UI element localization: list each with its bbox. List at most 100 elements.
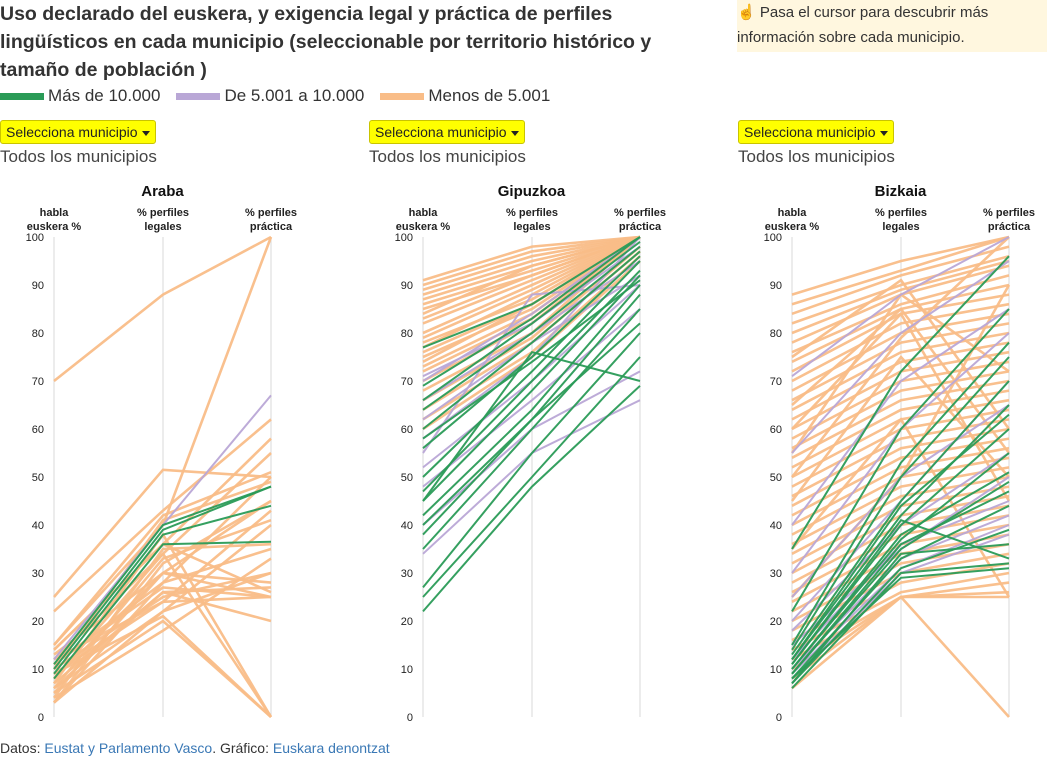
municipio-line-big[interactable]	[422, 279, 641, 440]
municipio-line-small[interactable]	[791, 311, 1011, 502]
municipio-line-big[interactable]	[791, 567, 1010, 680]
municipio-line-small[interactable]	[53, 235, 272, 383]
municipio-line-big[interactable]	[422, 255, 641, 449]
select-municipio-bizkaia-button[interactable]: Selecciona municipio	[738, 120, 894, 144]
municipio-line-small[interactable]	[53, 470, 272, 646]
municipio-line-small[interactable]	[422, 235, 641, 287]
municipio-line-small[interactable]	[791, 475, 1010, 555]
municipio-line-big[interactable]	[53, 540, 272, 680]
municipio-line-big[interactable]	[53, 504, 272, 675]
municipio-line-small[interactable]	[422, 235, 641, 301]
tick-label: 20	[770, 616, 782, 628]
municipio-line-small[interactable]	[53, 571, 272, 694]
municipio-line-big[interactable]	[422, 236, 641, 387]
tick-label: 90	[401, 280, 413, 292]
panel-subtitle-araba: Todos los municipios	[0, 147, 157, 166]
municipio-line-big[interactable]	[422, 260, 641, 478]
legend-item-big: Más de 10.000	[0, 86, 160, 106]
municipio-line-big[interactable]	[791, 404, 1010, 661]
municipio-line-small[interactable]	[53, 418, 272, 613]
axis-header-label: euskera %	[396, 221, 451, 233]
municipio-line-big[interactable]	[422, 351, 641, 502]
municipio-line-small[interactable]	[53, 557, 272, 699]
municipio-line-small[interactable]	[791, 235, 1010, 296]
source-link[interactable]: Eustat y Parlamento Vasco	[44, 740, 213, 756]
municipio-line-small[interactable]	[422, 235, 641, 292]
municipio-line-big[interactable]	[422, 385, 641, 613]
municipio-line-big[interactable]	[422, 284, 641, 517]
municipio-line-small[interactable]	[791, 417, 1011, 598]
municipio-line-big[interactable]	[791, 519, 1010, 665]
axis-header-label: práctica	[619, 221, 662, 233]
municipio-line-big[interactable]	[791, 413, 1010, 660]
axis-header-label: euskera %	[27, 221, 82, 233]
municipio-line-big[interactable]	[791, 255, 1010, 550]
municipio-line-small[interactable]	[422, 235, 641, 325]
municipio-line-med[interactable]	[791, 260, 1010, 454]
municipio-line-big[interactable]	[791, 341, 1010, 646]
hint-text: Pasa el cursor para descubrir más inform…	[737, 4, 989, 46]
municipio-line-big[interactable]	[422, 236, 641, 349]
municipio-line-small[interactable]	[791, 235, 1010, 306]
municipio-line-big[interactable]	[791, 380, 1010, 656]
municipio-line-small[interactable]	[53, 518, 272, 690]
municipio-line-small[interactable]	[791, 595, 1010, 718]
municipio-line-big[interactable]	[53, 485, 272, 665]
axis-header-label: euskera %	[765, 221, 820, 233]
municipio-line-small[interactable]	[791, 379, 1010, 459]
municipio-line-big[interactable]	[422, 322, 641, 536]
select-municipio-label: Selecciona municipio	[744, 124, 876, 140]
municipio-line-big[interactable]	[791, 471, 1010, 670]
municipio-line-small[interactable]	[791, 278, 1011, 430]
municipio-line-small[interactable]	[53, 571, 272, 704]
municipio-line-big[interactable]	[422, 356, 641, 598]
tick-label: 100	[764, 232, 782, 244]
municipio-line-small[interactable]	[422, 235, 641, 282]
municipio-line-small[interactable]	[791, 307, 1011, 454]
municipio-line-small[interactable]	[791, 322, 1010, 402]
municipio-line-med[interactable]	[791, 236, 1010, 378]
chart-gipuzkoa: Gipuzkoa habla euskera % % perfiles legales%…	[395, 183, 666, 724]
municipio-line-small[interactable]	[422, 235, 641, 339]
municipio-line-small[interactable]	[791, 302, 1010, 383]
municipio-line-big[interactable]	[791, 490, 1010, 675]
municipio-line-small[interactable]	[53, 509, 272, 661]
tick-label: 0	[776, 712, 782, 724]
municipio-line-big[interactable]	[791, 562, 1010, 689]
author-link[interactable]: Euskara denontzat	[272, 740, 390, 756]
municipio-line-big[interactable]	[791, 356, 1010, 651]
municipio-line-small[interactable]	[52, 542, 272, 699]
municipio-line-small[interactable]	[422, 235, 641, 320]
municipio-line-big[interactable]	[53, 485, 272, 670]
municipio-line-big[interactable]	[791, 504, 1010, 680]
tick-label: 70	[770, 376, 782, 388]
municipio-line-small[interactable]	[790, 236, 1010, 478]
municipio-line-small[interactable]	[422, 235, 641, 306]
municipio-line-big[interactable]	[791, 452, 1010, 670]
municipio-line-big[interactable]	[791, 543, 1010, 685]
municipio-line-big[interactable]	[422, 241, 641, 402]
select-municipio-araba-button[interactable]: Selecciona municipio	[0, 120, 156, 144]
municipio-line-big[interactable]	[422, 250, 641, 430]
panel-controls-gipuzkoa: Selecciona municipio Todos los municipio…	[369, 120, 669, 167]
municipio-line-med[interactable]	[791, 308, 1010, 526]
municipio-line-big[interactable]	[422, 274, 641, 502]
municipio-line-small[interactable]	[791, 254, 1010, 325]
tick-label: 90	[770, 280, 782, 292]
municipio-line-med[interactable]	[422, 308, 641, 488]
municipio-line-small[interactable]	[53, 614, 272, 718]
municipio-line-small[interactable]	[422, 235, 641, 344]
municipio-line-big[interactable]	[791, 480, 1010, 675]
municipio-line-big[interactable]	[422, 332, 641, 589]
municipio-line-big[interactable]	[422, 308, 641, 550]
axis-header-label: % perfiles	[137, 207, 189, 219]
municipio-line-small[interactable]	[422, 235, 641, 296]
municipio-line-big[interactable]	[791, 308, 1010, 612]
municipio-line-small[interactable]	[53, 586, 272, 666]
tick-label: 40	[32, 520, 44, 532]
municipio-line-big[interactable]	[422, 245, 641, 411]
select-municipio-gipuzkoa-button[interactable]: Selecciona municipio	[369, 120, 525, 144]
municipio-line-small[interactable]	[422, 235, 641, 335]
municipio-line-small[interactable]	[53, 476, 272, 704]
municipio-line-small[interactable]	[422, 235, 641, 359]
